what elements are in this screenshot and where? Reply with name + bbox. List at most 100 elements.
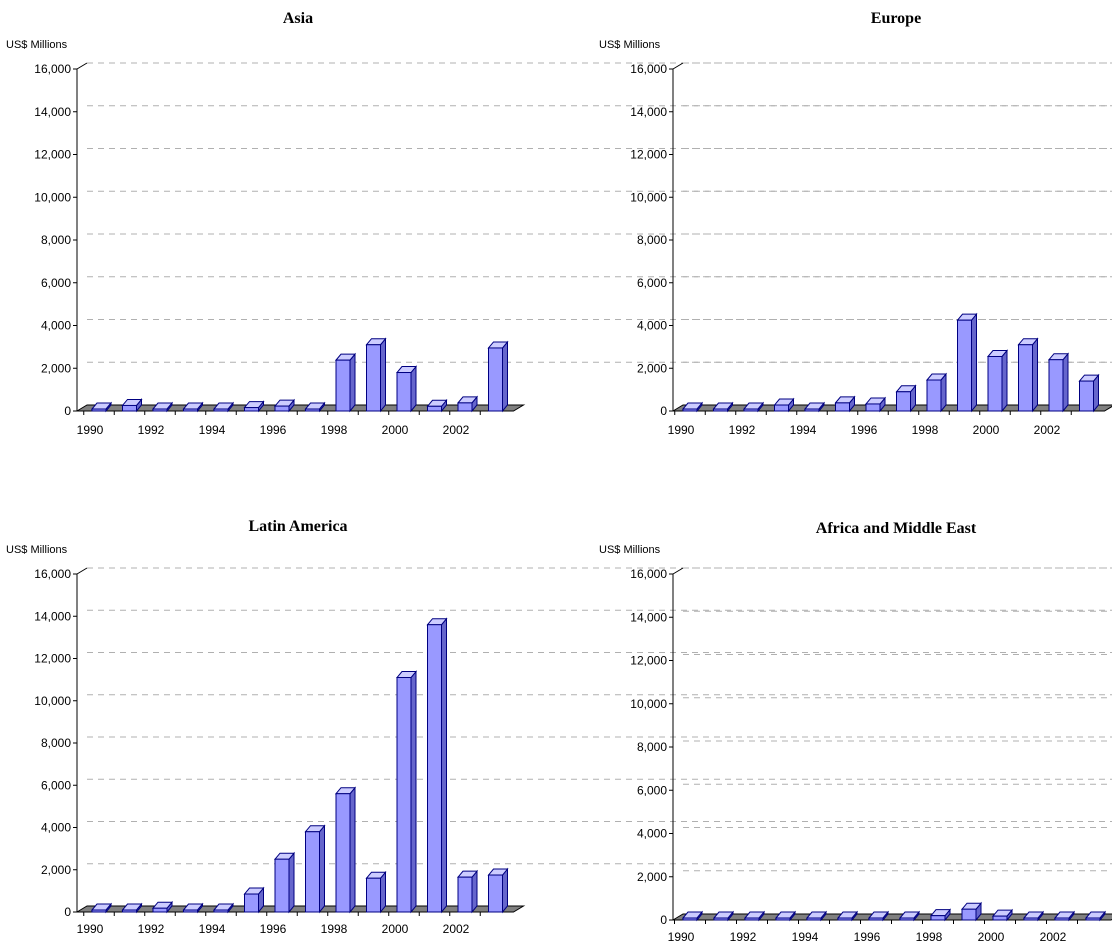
- y-tick-label: 12,000: [34, 148, 71, 162]
- y-tick-label: 8,000: [637, 740, 667, 754]
- bar-1995: [243, 400, 265, 413]
- bar-side: [502, 340, 508, 413]
- bar-2003: [1084, 910, 1107, 922]
- y-tick-label: 12,000: [34, 652, 71, 666]
- bar-1992: [151, 900, 174, 914]
- bar-front: [274, 858, 290, 913]
- bar-1994: [803, 401, 826, 413]
- bar-1996: [864, 396, 887, 413]
- y-tick-label: 10,000: [630, 190, 667, 204]
- y-axis-depth: [76, 567, 88, 575]
- bar-2003: [487, 340, 509, 413]
- bar-1994: [805, 910, 828, 922]
- bar-front: [992, 915, 1008, 921]
- y-tick-label: 0: [64, 404, 71, 418]
- bar-1990: [681, 401, 704, 413]
- bar-2000: [395, 365, 418, 413]
- bar-front: [427, 405, 442, 412]
- x-tick-label: 2002: [1034, 423, 1061, 437]
- x-tick-label: 1996: [260, 922, 287, 936]
- bar-1991: [712, 910, 735, 922]
- bar-front: [1079, 380, 1094, 412]
- bar-1992: [742, 401, 765, 413]
- bar-front: [91, 909, 107, 913]
- y-tick-label: 2,000: [41, 361, 71, 375]
- bar-front: [957, 319, 972, 412]
- chart-panel-3: Latin America US$ Millions 0 2,000 4,000 6,00…: [6, 518, 1112, 936]
- y-tick-label: 6,000: [637, 276, 667, 290]
- bar-front: [896, 391, 911, 412]
- y-tick-label: 12,000: [630, 654, 667, 668]
- bar-front: [213, 909, 229, 913]
- bar-side: [380, 337, 386, 413]
- x-tick-label: 1990: [77, 922, 104, 936]
- bar-side: [410, 670, 417, 914]
- bar-side: [441, 617, 447, 914]
- x-tick-label: 1990: [668, 423, 695, 437]
- y-axis-label: US$ Millions: [599, 544, 661, 556]
- bar-1996: [867, 910, 890, 922]
- bar-1994: [212, 401, 235, 413]
- y-tick-label: 4,000: [637, 319, 667, 333]
- bar-1998: [925, 372, 948, 413]
- x-tick-label: 1994: [199, 423, 226, 437]
- bar-1999: [365, 870, 387, 914]
- bar-1992: [151, 401, 174, 413]
- bar-1990: [90, 401, 113, 413]
- bar-2003: [1078, 373, 1100, 413]
- y-tick-label: 16,000: [34, 62, 71, 76]
- y-tick-label: 2,000: [637, 870, 667, 884]
- y-tick-label: 10,000: [34, 190, 71, 204]
- y-axis-depth: [76, 62, 88, 70]
- bar-side: [349, 352, 356, 413]
- bar-2002: [1053, 910, 1076, 922]
- bar-front: [152, 408, 168, 412]
- bar-1990: [681, 910, 704, 922]
- x-tick-label: 1990: [77, 423, 104, 437]
- y-tick-label: 14,000: [34, 105, 71, 119]
- bar-front: [305, 408, 320, 412]
- x-tick-label: 1998: [321, 423, 348, 437]
- chart-panel-4: Africa and Middle East US$ Millions 0 2,000…: [599, 520, 1112, 944]
- x-tick-label: 2002: [443, 423, 470, 437]
- bar-2000: [395, 670, 418, 914]
- x-tick-label: 1994: [199, 922, 226, 936]
- bar-front: [775, 917, 791, 921]
- x-tick-label: 1990: [668, 930, 695, 944]
- bar-1991: [121, 398, 143, 413]
- y-tick-label: 6,000: [637, 783, 667, 797]
- bar-side: [1001, 349, 1008, 413]
- bar-front: [213, 408, 229, 412]
- bar-front: [744, 917, 760, 921]
- y-tick-label: 2,000: [41, 863, 71, 877]
- bar-1998: [334, 786, 357, 914]
- bar-front: [899, 917, 915, 921]
- bar-front: [1018, 344, 1033, 412]
- chart-panel-1: Asia US$ Millions 0 2,000 4,000 6,000 8,000 10,…: [6, 10, 1112, 437]
- bar-1999: [960, 901, 983, 922]
- bar-1994: [212, 902, 235, 914]
- x-tick-label: 1992: [138, 423, 165, 437]
- bar-front: [713, 917, 729, 921]
- bar-2001: [1017, 337, 1039, 413]
- bar-2001: [1022, 910, 1045, 922]
- bar-front: [835, 402, 850, 412]
- bar-front: [366, 344, 381, 412]
- bar-2000: [991, 908, 1014, 922]
- bar-1996: [273, 398, 296, 413]
- bar-front: [804, 408, 820, 412]
- bar-front: [774, 404, 789, 412]
- bar-front: [713, 408, 728, 412]
- y-axis-label: US$ Millions: [6, 544, 68, 556]
- y-tick-label: 8,000: [41, 233, 71, 247]
- chart-floor: [671, 913, 1112, 921]
- chart-panel-2: Europe US$ Millions 0 2,000 4,000 6,000 8,000 1…: [599, 10, 1112, 437]
- bar-side: [1062, 352, 1069, 413]
- y-tick-label: 12,000: [630, 148, 667, 162]
- bar-front: [806, 917, 822, 921]
- bar-front: [183, 909, 198, 913]
- bar-2000: [986, 349, 1009, 413]
- bar-2002: [456, 395, 479, 413]
- bar-front: [335, 793, 351, 913]
